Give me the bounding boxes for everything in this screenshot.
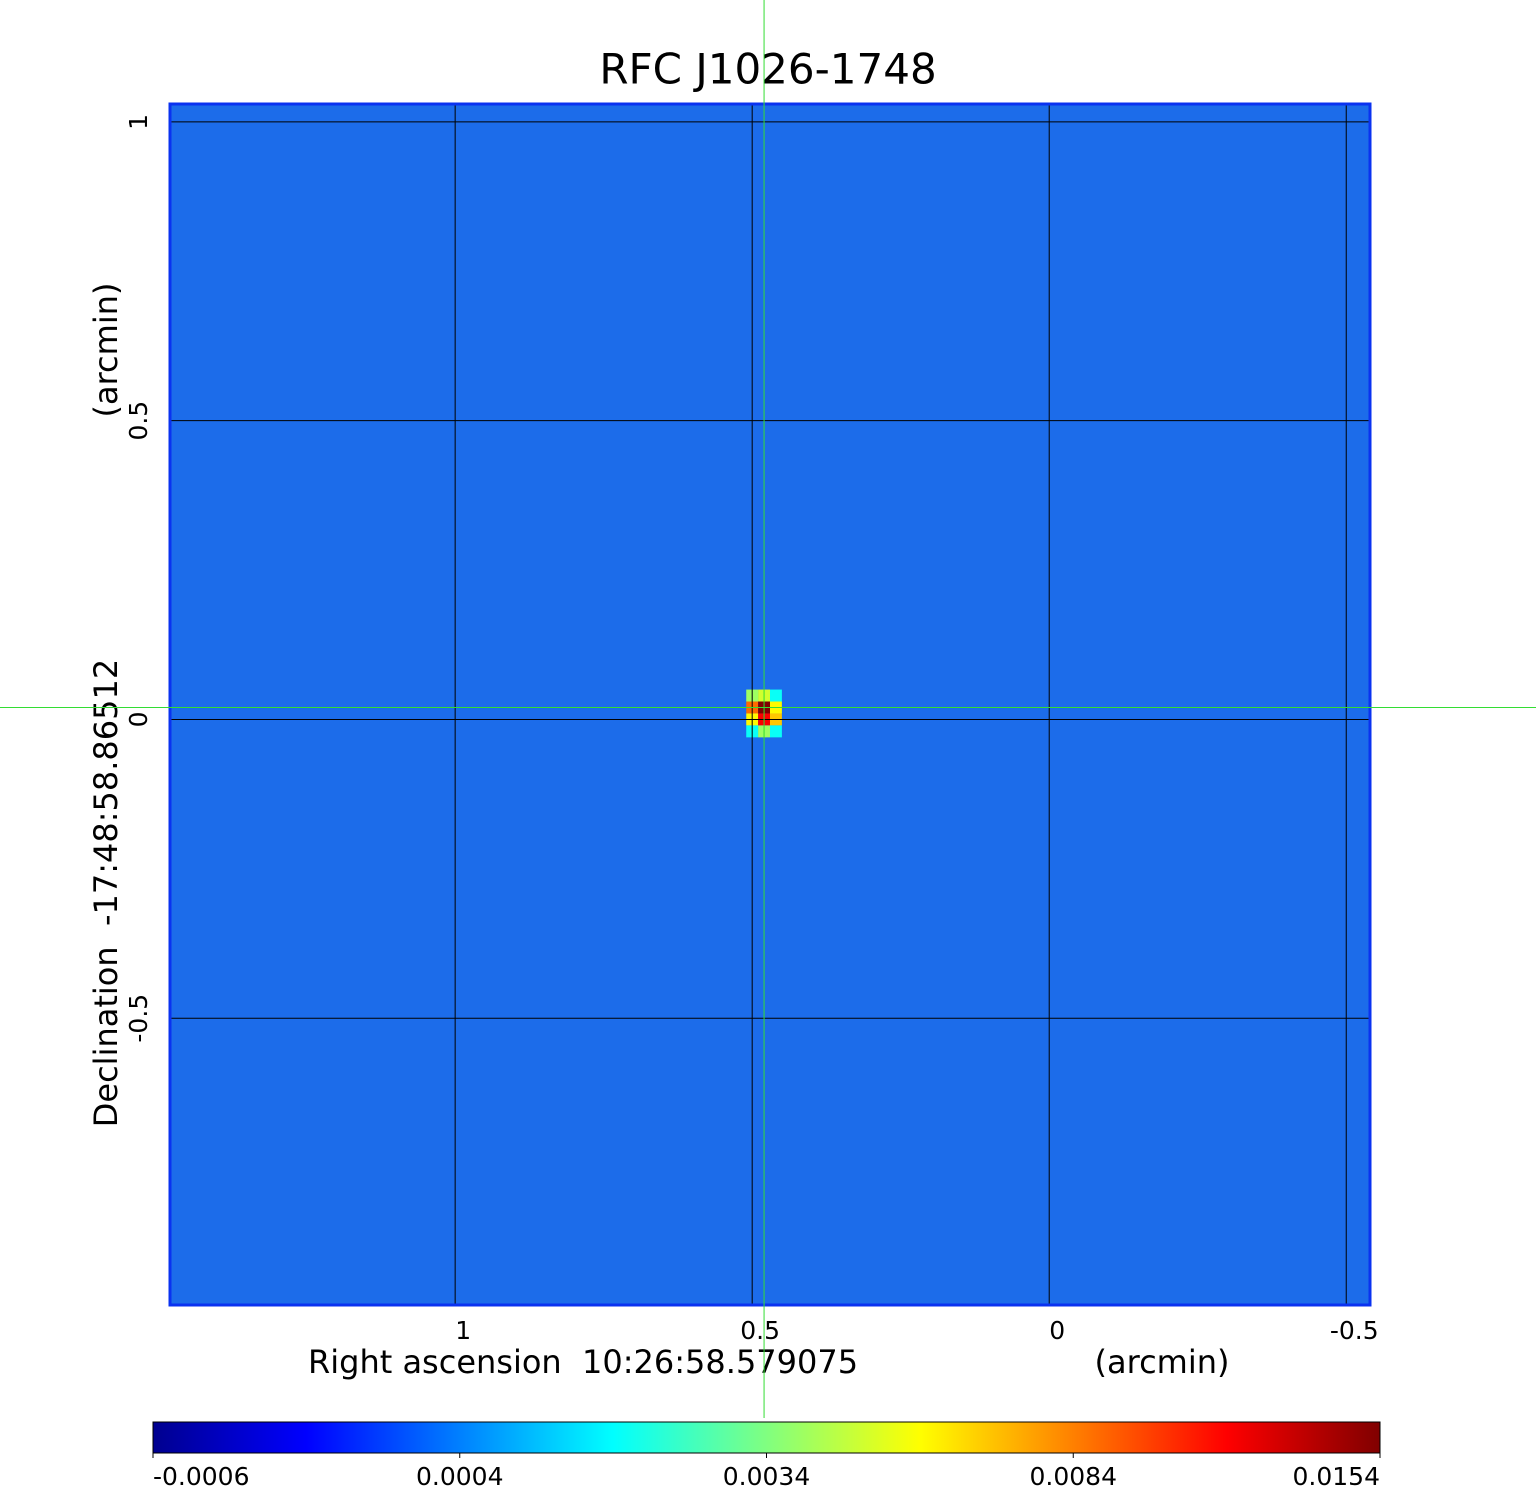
image-pixel xyxy=(770,689,782,702)
x-axis-unit: (arcmin) xyxy=(1095,1343,1230,1381)
colorbar-tick-label: 0.0034 xyxy=(723,1462,810,1491)
x-axis-label: Right ascension 10:26:58.579075 xyxy=(308,1343,858,1381)
x-tick-label: 0 xyxy=(1049,1316,1065,1345)
image-pixel xyxy=(770,725,782,738)
y-tick-label: 0 xyxy=(124,711,153,727)
x-tick-label: -0.5 xyxy=(1330,1316,1379,1345)
y-tick-label: 0.5 xyxy=(124,401,153,441)
y-axis-unit: (arcmin) xyxy=(87,283,125,418)
x-tick-label: 1 xyxy=(455,1316,471,1345)
y-tick-label: -0.5 xyxy=(124,994,153,1043)
colorbar-tick-label: 0.0004 xyxy=(416,1462,503,1491)
chart-title: RFC J1026-1748 xyxy=(599,45,936,94)
y-axis-label: Declination -17:48:58.86512 xyxy=(87,659,125,1127)
y-tick-label: 1 xyxy=(124,114,153,130)
colorbar-tick-label: 0.0154 xyxy=(1293,1462,1380,1491)
colorbar-tick-label: 0.0084 xyxy=(1030,1462,1117,1491)
colorbar-tick-label: -0.0006 xyxy=(153,1462,250,1491)
plot-border xyxy=(168,102,1372,1307)
x-tick-label: 0.5 xyxy=(740,1316,780,1345)
colorbar xyxy=(152,1421,1381,1454)
